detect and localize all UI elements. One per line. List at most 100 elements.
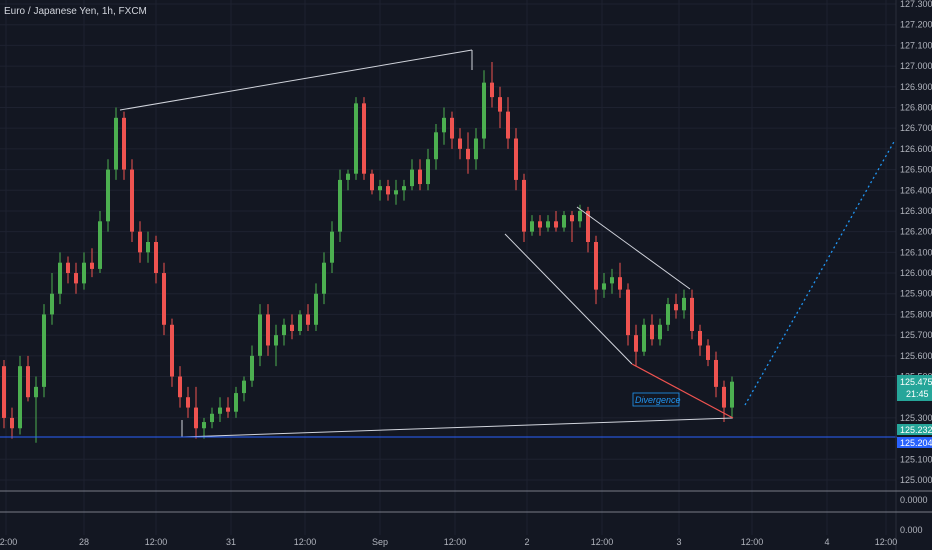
candle (178, 366, 182, 408)
candle-body (506, 111, 510, 139)
candle (522, 173, 526, 242)
candle-body (402, 186, 406, 191)
candle-body (410, 169, 414, 187)
candle-body (106, 169, 110, 222)
candle-body (226, 407, 230, 412)
candle-body (434, 132, 438, 160)
divergence-label-box (632, 392, 680, 407)
price-tick-label: 126.900 (900, 82, 932, 92)
candle-body (234, 393, 238, 412)
upper-trendline[interactable] (119, 49, 473, 111)
candle (258, 304, 262, 367)
candle (274, 324, 278, 367)
oscillator-tick-1: 0.0000 (900, 495, 928, 505)
lower-trendline[interactable] (181, 417, 734, 438)
candle-body (458, 138, 462, 149)
candle (362, 97, 366, 180)
candle-body (74, 273, 78, 284)
candle-body (322, 262, 326, 294)
level-b-tag: 125.204 (900, 438, 932, 448)
candle-body (466, 148, 470, 160)
candle (698, 324, 702, 356)
price-axis[interactable]: 127.300 127.200 127.100 127.000 126.900 126.8… (900, 0, 932, 485)
candle-body (554, 221, 558, 228)
candle (490, 61, 494, 108)
candle-body (138, 231, 142, 253)
candle (546, 215, 550, 232)
candle-body (122, 117, 126, 170)
price-tick-label: 125.600 (900, 351, 932, 361)
time-tick-label: 12:00 (0, 537, 17, 547)
candle-body (610, 277, 614, 284)
candle (106, 159, 110, 232)
candle-body (170, 324, 174, 377)
candle-body (514, 138, 518, 180)
candle (354, 97, 358, 180)
last-price-tag-bg (897, 375, 932, 401)
candle-body (658, 324, 662, 340)
price-tick-label: 126.700 (900, 123, 932, 133)
candle-body (682, 297, 686, 311)
candle-body (58, 262, 62, 294)
candle-body (674, 304, 678, 311)
candle-body (242, 380, 246, 394)
candle-body (194, 407, 198, 429)
channel-lower-line[interactable] (504, 233, 633, 365)
candle (562, 210, 566, 232)
divergence-line[interactable] (631, 363, 734, 419)
time-tick-label: 12:00 (591, 537, 614, 547)
level-a-tag-bg (897, 424, 932, 435)
candle (234, 386, 238, 418)
candle (690, 289, 694, 340)
time-tick-label: 4 (824, 537, 829, 547)
time-tick-label: 12:00 (444, 537, 467, 547)
candle (210, 407, 214, 429)
candle (322, 252, 326, 305)
candle-body (2, 366, 6, 418)
candle (306, 304, 310, 331)
candle-body (82, 262, 86, 284)
candle-body (634, 335, 638, 352)
candle (346, 169, 350, 191)
candle-body (114, 117, 118, 170)
price-tick-label: 126.400 (900, 185, 932, 195)
candle-body (650, 324, 654, 340)
time-tick-label: 3 (676, 537, 681, 547)
price-tick-label: 125.000 (900, 475, 932, 485)
channel-upper-line[interactable] (576, 206, 691, 290)
candle (378, 179, 382, 201)
candle-body (42, 314, 46, 387)
candle (730, 376, 734, 418)
candle-body (66, 262, 70, 274)
candle-body (722, 386, 726, 408)
candle (634, 324, 638, 367)
candle (74, 262, 78, 294)
candle (610, 268, 614, 294)
candle (618, 262, 622, 298)
oscillator-tick-2: 0.000 (900, 525, 923, 535)
price-tick-label: 127.200 (900, 20, 932, 30)
divergence-label: Divergence (635, 395, 681, 405)
candle (530, 215, 534, 236)
candle-body (298, 314, 302, 331)
candle-body (362, 103, 366, 174)
time-axis[interactable]: 12:00 28 12:00 31 12:00 Sep 12:00 2 12:00 3 12:00 4… (0, 537, 897, 547)
candle-body (218, 407, 222, 414)
candle (418, 159, 422, 191)
candle (642, 318, 646, 356)
candle (138, 221, 142, 263)
candle (714, 351, 718, 398)
price-tick-label: 125.800 (900, 309, 932, 319)
price-tags: 125.475 21:45 125.232 125.204 (897, 375, 932, 448)
candle-body (10, 417, 14, 429)
projection-line[interactable] (744, 139, 896, 406)
candle (706, 339, 710, 367)
candle-body (538, 221, 542, 228)
candle (554, 210, 558, 232)
price-tick-label: 127.300 (900, 0, 932, 9)
candle-body (146, 242, 150, 253)
candle (18, 355, 22, 435)
time-tick-label: 12:00 (145, 537, 168, 547)
candle-body (474, 138, 478, 160)
